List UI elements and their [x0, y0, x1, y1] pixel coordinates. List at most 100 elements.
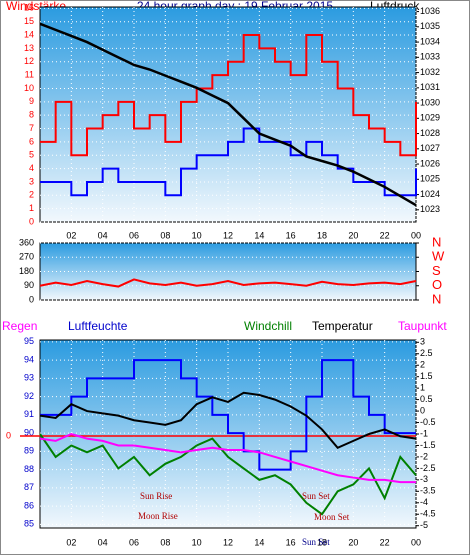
y-tick-label: 15	[24, 16, 34, 26]
series-line	[40, 359, 416, 471]
y2-tick-label: -5	[420, 520, 428, 530]
y-tick-label: 5	[29, 150, 34, 160]
x-tick-label: 00	[411, 230, 421, 240]
y-tick-label: 1	[29, 203, 34, 213]
y2-tick-label: 1	[420, 383, 425, 393]
y2-tick-label: 1035	[420, 21, 440, 31]
y2-tick-label: 2.5	[420, 348, 433, 358]
y2-tick-label: 1032	[420, 67, 440, 77]
legend-label: Luftfeuchte	[68, 319, 128, 333]
x-tick-label: 22	[380, 537, 390, 547]
x-tick-label: 14	[254, 537, 264, 547]
y-tick-label: 94	[24, 354, 34, 364]
y-tick-label: 180	[19, 266, 34, 276]
x-tick-label: 06	[129, 230, 139, 240]
series-line	[40, 34, 417, 157]
y2-tick-label: 1029	[420, 113, 440, 123]
x-tick-label: 18	[317, 537, 327, 547]
x-tick-label: 04	[98, 230, 108, 240]
y-tick-label: 93	[24, 373, 34, 383]
y2-tick-label: S	[432, 263, 441, 278]
y2-tick-label: 0	[420, 405, 425, 415]
y2-tick-label: -3.5	[420, 486, 436, 496]
y2-tick-label: 2	[420, 360, 425, 370]
x-tick-label: 02	[66, 230, 76, 240]
x-tick-label: 20	[348, 230, 358, 240]
y2-tick-label: N	[432, 291, 441, 306]
x-tick-label: 08	[160, 537, 170, 547]
y-tick-label: 85	[24, 519, 34, 529]
legend-label: Taupunkt	[398, 319, 447, 333]
y2-tick-label: 1036	[420, 6, 440, 16]
x-tick-label: 14	[254, 230, 264, 240]
x-tick-label: 10	[192, 537, 202, 547]
y2-tick-label: 1023	[420, 204, 440, 214]
x-tick-label: 22	[380, 230, 390, 240]
x-tick-label: 18	[317, 230, 327, 240]
rain-tick-label: 0	[6, 430, 11, 440]
y-tick-label: 13	[24, 43, 34, 53]
y-tick-label: 2	[29, 190, 34, 200]
x-tick-label: 16	[286, 230, 296, 240]
y-tick-label: 0	[29, 294, 34, 304]
y2-tick-label: -4	[420, 497, 428, 507]
y2-tick-label: 1027	[420, 143, 440, 153]
legend-label: Temperatur	[312, 319, 373, 333]
y-tick-label: 9	[29, 96, 34, 106]
y2-tick-label: -4.5	[420, 509, 436, 519]
x-tick-label: 20	[348, 537, 358, 547]
annotation: Sun Set	[302, 491, 330, 501]
y-tick-label: 88	[24, 464, 34, 474]
y2-tick-label: N	[432, 234, 441, 249]
series-line	[39, 391, 417, 449]
y2-tick-label: 1026	[420, 158, 440, 168]
y2-tick-label: 1025	[420, 174, 440, 184]
y2-tick-label: -2.5	[420, 463, 436, 473]
y2-tick-label: W	[432, 249, 445, 264]
y2-tick-label: 1033	[420, 52, 440, 62]
x-tick-label: 08	[160, 230, 170, 240]
x-tick-label: 02	[66, 537, 76, 547]
y-tick-label: 0	[29, 216, 34, 226]
y-tick-label: 87	[24, 482, 34, 492]
y-tick-label: 92	[24, 391, 34, 401]
x-tick-label: 12	[223, 230, 233, 240]
y2-tick-label: O	[432, 277, 442, 292]
series-line	[39, 433, 417, 516]
y2-tick-label: 1024	[420, 189, 440, 199]
y-tick-label: 91	[24, 409, 34, 419]
x-tick-label: 10	[192, 230, 202, 240]
y-tick-label: 10	[24, 83, 34, 93]
y2-tick-label: 3	[420, 337, 425, 347]
x-tick-label: 04	[98, 537, 108, 547]
x-tick-label: 00	[411, 537, 421, 547]
y-tick-label: 11	[25, 69, 34, 79]
y-tick-label: 3	[29, 176, 34, 186]
y2-tick-label: 1028	[420, 128, 440, 138]
y2-tick-label: -1.5	[420, 440, 436, 450]
series-line	[39, 432, 416, 484]
y2-tick-label: 1.5	[420, 371, 433, 381]
x-tick-label: 16	[286, 537, 296, 547]
y-tick-label: 86	[24, 500, 34, 510]
y2-tick-label: 0.5	[420, 394, 433, 404]
legend-label: Windchill	[244, 319, 292, 333]
y-tick-label: 12	[24, 56, 34, 66]
y-tick-label: 360	[19, 237, 34, 247]
y-tick-label: 89	[24, 446, 34, 456]
y-tick-label: 8	[29, 110, 34, 120]
y-tick-label: 90	[24, 280, 34, 290]
y2-tick-label: -2	[420, 451, 428, 461]
y-tick-label: 95	[24, 336, 34, 346]
annotation: Moon Set	[314, 512, 350, 522]
y-tick-label: 14	[24, 29, 34, 39]
y-tick-label: 7	[29, 123, 34, 133]
y2-tick-label: 1031	[420, 82, 440, 92]
y2-tick-label: 1030	[420, 97, 440, 107]
x-tick-label: 06	[129, 537, 139, 547]
y2-tick-label: -1	[420, 428, 428, 438]
y2-tick-label: -0.5	[420, 417, 436, 427]
annotation: Sun Rise	[140, 491, 172, 501]
y-tick-label: 6	[29, 136, 34, 146]
